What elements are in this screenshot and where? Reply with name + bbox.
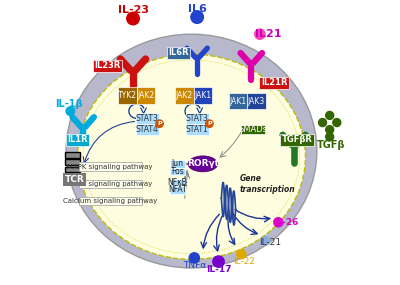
Circle shape (261, 237, 270, 245)
Text: STAT3: STAT3 (186, 114, 208, 123)
FancyBboxPatch shape (170, 160, 185, 168)
FancyBboxPatch shape (247, 93, 266, 109)
FancyBboxPatch shape (186, 124, 208, 135)
Circle shape (237, 250, 246, 259)
Circle shape (326, 126, 334, 134)
Text: JAK3: JAK3 (248, 97, 265, 106)
FancyBboxPatch shape (229, 93, 247, 109)
FancyBboxPatch shape (79, 180, 142, 188)
Text: IL-26: IL-26 (273, 218, 298, 227)
FancyBboxPatch shape (170, 179, 185, 186)
FancyBboxPatch shape (136, 124, 159, 135)
Circle shape (189, 253, 200, 263)
Text: NFκB signaling pathway: NFκB signaling pathway (68, 181, 152, 187)
Text: Jun: Jun (171, 159, 183, 168)
FancyBboxPatch shape (170, 186, 185, 194)
Circle shape (318, 119, 326, 127)
Text: JAK1: JAK1 (194, 91, 212, 100)
Text: TGFβ: TGFβ (317, 140, 345, 150)
Ellipse shape (188, 156, 218, 172)
Text: IL21R: IL21R (261, 78, 287, 87)
Text: MAPK signaling pathway: MAPK signaling pathway (68, 164, 153, 170)
FancyBboxPatch shape (136, 87, 155, 104)
Text: IL23R: IL23R (94, 61, 120, 70)
Text: IL-21: IL-21 (260, 238, 282, 247)
FancyBboxPatch shape (79, 162, 142, 171)
Circle shape (213, 256, 224, 267)
Circle shape (274, 218, 283, 227)
Text: STAT1: STAT1 (186, 125, 208, 134)
FancyBboxPatch shape (118, 87, 136, 104)
Text: STAT4: STAT4 (136, 125, 159, 134)
Text: TCR: TCR (65, 175, 84, 184)
Text: Gene
transcription: Gene transcription (240, 174, 296, 194)
Circle shape (333, 119, 341, 127)
Ellipse shape (78, 54, 306, 259)
Circle shape (156, 120, 163, 127)
Text: RORγt: RORγt (187, 159, 219, 168)
Circle shape (66, 107, 74, 115)
Text: IL-1β: IL-1β (55, 99, 83, 109)
FancyBboxPatch shape (186, 113, 208, 124)
Text: TYK2: TYK2 (118, 91, 137, 100)
Circle shape (326, 133, 334, 141)
Text: JAK2: JAK2 (137, 91, 154, 100)
Text: JAK1: JAK1 (229, 97, 246, 106)
Circle shape (326, 111, 334, 119)
Text: NFκB: NFκB (167, 178, 187, 187)
FancyBboxPatch shape (170, 168, 185, 175)
Text: IL-22: IL-22 (233, 257, 255, 266)
Text: Calcium signaling pathway: Calcium signaling pathway (63, 198, 157, 204)
FancyBboxPatch shape (194, 87, 212, 104)
Circle shape (191, 11, 204, 23)
Text: IL6: IL6 (188, 3, 206, 14)
FancyBboxPatch shape (65, 167, 80, 172)
Text: NFAT: NFAT (168, 185, 186, 194)
FancyBboxPatch shape (175, 87, 194, 104)
Circle shape (255, 29, 265, 39)
FancyBboxPatch shape (136, 113, 159, 124)
Text: TNFα: TNFα (183, 261, 206, 270)
Text: P: P (157, 121, 162, 126)
FancyBboxPatch shape (65, 159, 80, 165)
Text: JAK2: JAK2 (176, 91, 193, 100)
Text: IL1R: IL1R (67, 135, 88, 144)
Text: P: P (207, 121, 212, 126)
Text: IL21: IL21 (255, 29, 282, 39)
Text: STAT3: STAT3 (136, 114, 159, 123)
Text: TGFβR: TGFβR (282, 135, 312, 144)
FancyBboxPatch shape (79, 197, 142, 205)
Text: Fos: Fos (171, 167, 184, 176)
Text: SMADs: SMADs (238, 125, 267, 134)
Circle shape (127, 12, 139, 25)
Text: IL6R: IL6R (168, 48, 189, 57)
Circle shape (206, 120, 213, 127)
Ellipse shape (66, 34, 317, 268)
FancyBboxPatch shape (65, 152, 80, 158)
Text: IL-23: IL-23 (118, 5, 148, 15)
Text: IL-17: IL-17 (206, 265, 231, 274)
FancyBboxPatch shape (241, 125, 265, 134)
